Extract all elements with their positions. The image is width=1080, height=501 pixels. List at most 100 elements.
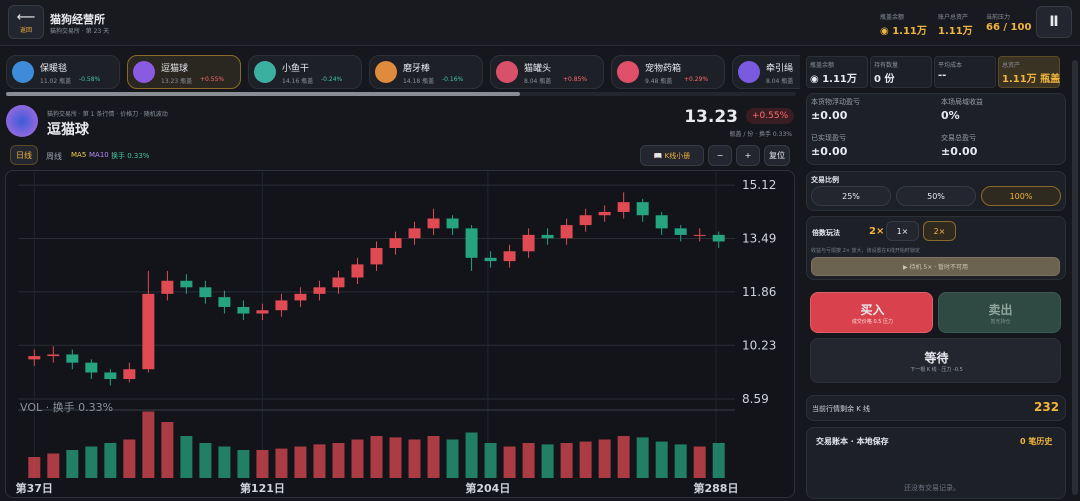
candle-body [180,280,193,288]
volume-bar [522,443,535,478]
product-change: +0.55% [746,108,795,124]
tab-name: 磨牙棒 [403,64,431,74]
multiplier-button[interactable]: 2× [923,221,956,241]
tab-price: 9.48 瓶盖 [645,78,673,85]
scrollbar-thumb[interactable] [6,92,520,96]
multiplier-label: 倍数玩法 [812,229,840,237]
app-subtitle: 猫狗交易所 · 第 23 天 [50,28,110,35]
ratio-button[interactable]: 50% [896,186,976,206]
week-tab[interactable]: 周线 [46,152,62,161]
tab-price: 8.04 瓶盖 [766,78,794,85]
summary-cell [998,56,1060,88]
ratio-label: 交易比例 [811,176,839,184]
multiplier-button[interactable]: 1× [886,221,919,241]
volume-bar [560,443,573,478]
multiplier-note: 收益与亏损按 2× 放大，该设置在K线开始时锁定 [811,248,920,254]
standby-bar[interactable]: ▶ 待机 5× · 暂时不可用 [811,257,1060,276]
pnl-value: ±0.00 [811,109,848,122]
candle-body [389,238,402,248]
candle-body [541,234,554,239]
candle-body [313,287,326,294]
zoom-out-button[interactable]: − [708,145,732,166]
product-tab[interactable]: 逗猫球 13.23 瓶盖 +0.55% [127,55,241,89]
stat-label: 当前压力 [986,14,1011,21]
volume-bar [237,450,250,478]
pnl-label: 本场局域收益 [941,98,983,106]
tab-name: 宠物药箱 [645,64,682,74]
reset-button[interactable]: 复位 [764,145,790,166]
candle-body [199,287,212,298]
volume-bar [313,444,326,478]
candle-body [85,362,98,373]
tab-change: +0.29% [684,76,709,83]
volume-bar [294,446,307,478]
volume-bar [484,443,497,478]
tab-name: 猫罐头 [524,64,552,74]
y-tick-label: 13.49 [742,232,776,246]
volume-bar [142,411,155,478]
tab-name: 逗猫球 [161,64,189,74]
tab-price: 13.23 瓶盖 [161,78,193,85]
summary-label: 平均成本 [938,62,963,69]
x-tick-label: 第37日 [16,481,53,495]
tab-icon [12,61,34,83]
candle-body [674,228,687,235]
ledger-box [806,427,1066,499]
stat-label: 账户总资产 [938,14,969,21]
tab-price: 14.18 瓶盖 [403,78,435,85]
volume-bar [712,443,725,478]
candle-body [123,369,136,380]
volume-bar [579,441,592,478]
wait-button[interactable]: 等待 下一根 K 线 · 压力 -0.5 [810,338,1061,383]
sell-label: 卖出 [988,303,1013,317]
candle-body [712,234,725,242]
tab-change: +0.85% [563,76,588,83]
candle-body [275,300,288,311]
back-button[interactable]: ⟵ 返回 [8,5,44,39]
remaining-value: 232 [1034,400,1060,414]
tab-change: -0.24% [321,76,343,83]
sell-button[interactable]: 卖出 暂无持仓 [938,292,1061,333]
product-tab[interactable]: 猫罐头 8.04 瓶盖 +0.85% [490,55,604,89]
product-note: 瓶盖 / 份 · 换手 0.33% [729,131,792,138]
x-tick-label: 第204日 [465,481,510,495]
product-tabs: 保暖毯 11.02 瓶盖 -0.58% 逗猫球 13.23 瓶盖 +0.55% 小鱼干 14.… [0,54,800,90]
candle-body [142,293,155,370]
guide-button[interactable]: 📖 K线小册 [640,145,704,166]
summary-value: 0 份 [874,74,895,85]
volume-bar [408,439,421,478]
summary-label: 总资产 [1002,62,1021,69]
product-tab[interactable]: 磨牙棒 14.18 瓶盖 -0.16% [369,55,483,89]
sell-note: 暂无持仓 [990,319,1011,325]
volume-bar [85,446,98,478]
summary-value: -- [938,70,947,81]
app-title: 猫狗经营所 [50,13,105,26]
buy-button[interactable]: 买入 成交价格 0.5 压力 [810,292,933,333]
ratio-button[interactable]: 25% [811,186,891,206]
product-price: 13.23 [684,107,738,127]
tab-change: -0.16% [442,76,464,83]
page-scrollbar[interactable] [1072,60,1078,495]
tab-icon [738,61,760,83]
pnl-value: 0% [941,109,960,122]
stat-value: ◉ 1.11万 [880,26,927,37]
summary-label: 持有数量 [874,62,899,69]
ratio-button[interactable]: 100% [981,186,1061,206]
volume-bar [598,439,611,478]
scrollbar-track [6,92,796,96]
product-tab[interactable]: 小鱼干 14.16 瓶盖 -0.24% [248,55,362,89]
y-tick-label: 11.86 [742,285,776,299]
y-tick-label: 8.59 [742,392,769,406]
candle-body [465,228,478,258]
menu-button[interactable]: Ⅱ [1036,6,1072,38]
tab-change: +0.55% [200,76,225,83]
day-tab[interactable]: 日线 [10,145,38,165]
summary-cell [870,56,932,88]
product-tab[interactable]: 保暖毯 11.02 瓶盖 -0.58% [6,55,120,89]
volume-bar [674,444,687,478]
tab-name: 牵引绳 [766,64,794,74]
zoom-in-button[interactable]: + [736,145,760,166]
product-tab[interactable]: 宠物药箱 9.48 瓶盖 +0.29% [611,55,725,89]
